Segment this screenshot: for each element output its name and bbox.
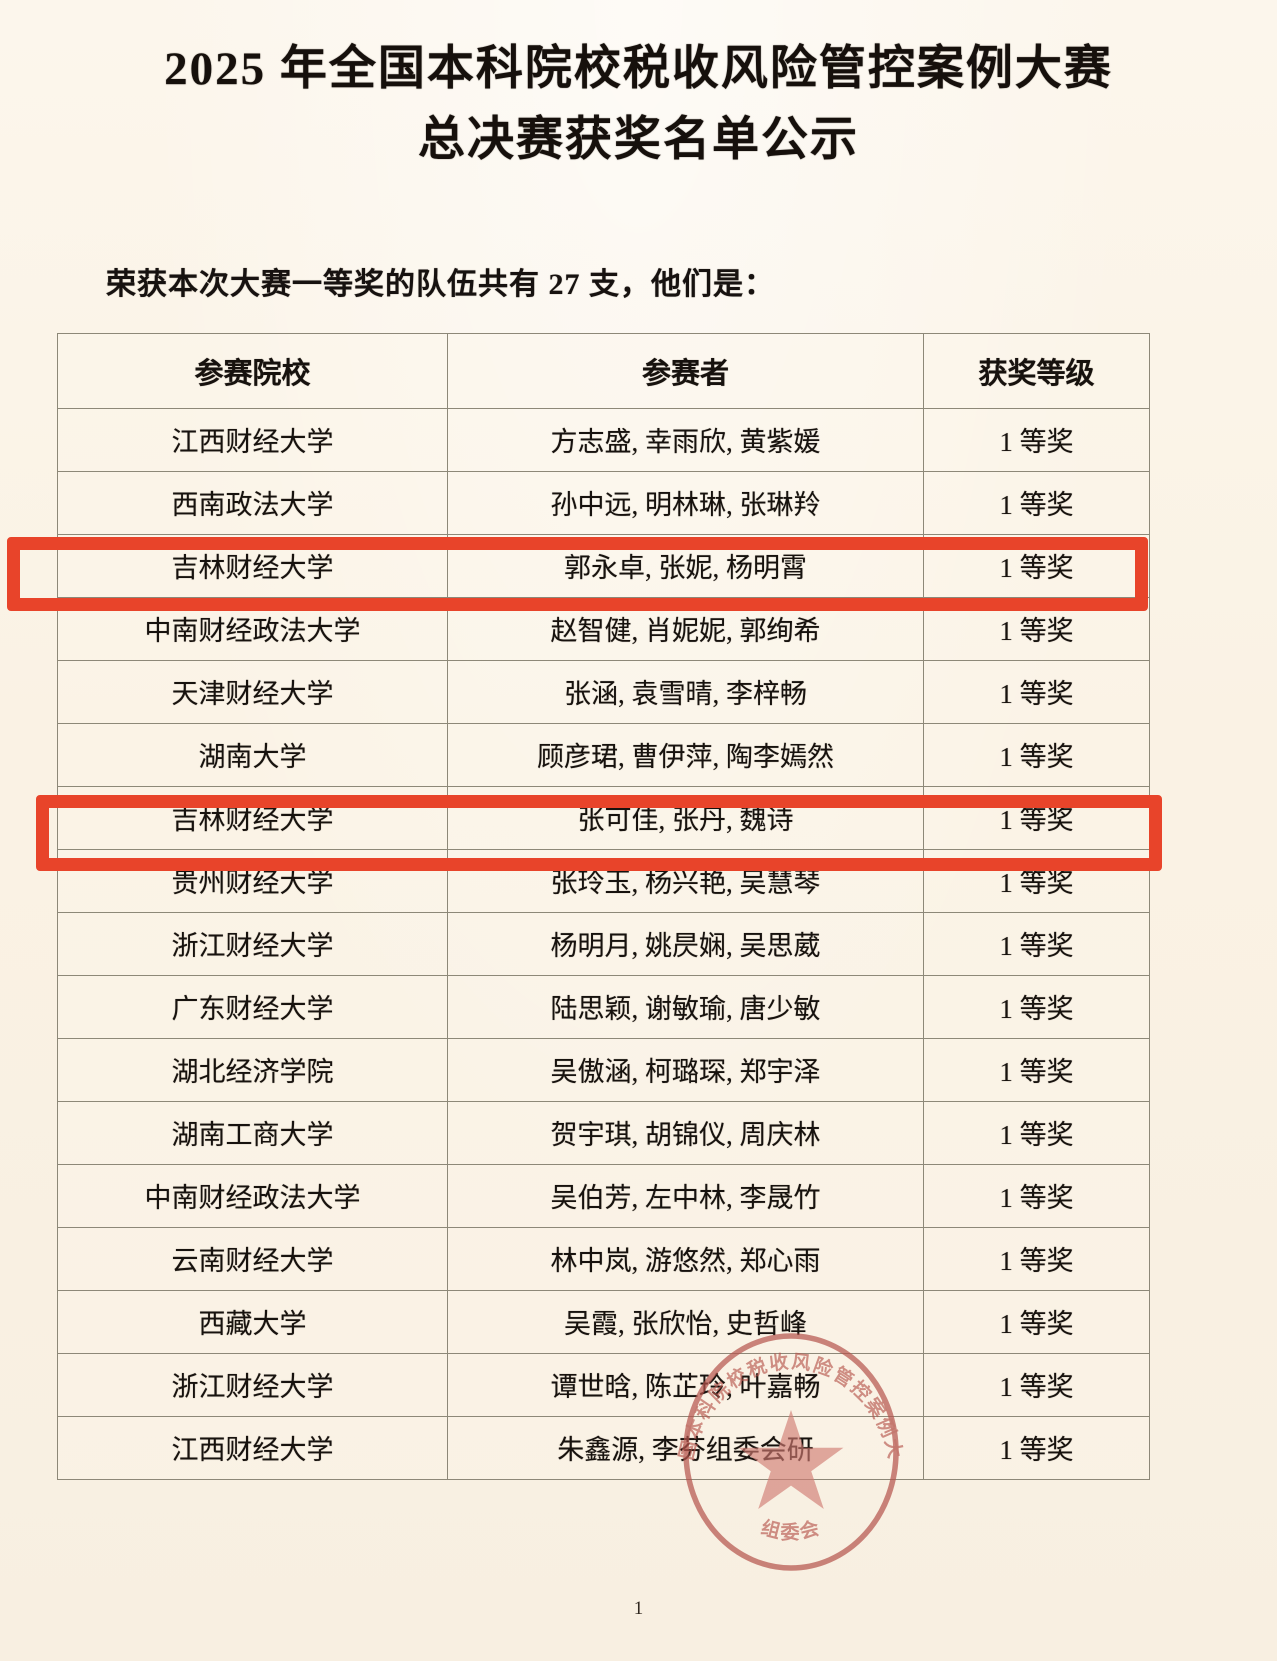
cell-school: 西藏大学 bbox=[57, 1289, 448, 1354]
table-row: 江西财经大学 方志盛, 幸雨欣, 黄紫媛 1 等奖 bbox=[57, 407, 1150, 472]
cell-school: 湖南大学 bbox=[57, 722, 448, 787]
title-line-1: 2025 年全国本科院校税收风险管控案例大赛 bbox=[164, 43, 1113, 95]
table-row: 中南财经政法大学 吴伯芳, 左中林, 李晟竹 1 等奖 bbox=[57, 1163, 1150, 1228]
cell-members: 孙中远, 明林琳, 张琳羚 bbox=[447, 470, 924, 535]
cell-grade: 1 等奖 bbox=[923, 596, 1150, 661]
cell-school: 湖北经济学院 bbox=[57, 1037, 448, 1102]
table-row: 浙江财经大学 谭世晗, 陈芷玲, 叶嘉畅 1 等奖 bbox=[57, 1352, 1150, 1417]
cell-grade: 1 等奖 bbox=[923, 785, 1150, 850]
table-row: 浙江财经大学 杨明月, 姚昃娴, 吴思葳 1 等奖 bbox=[57, 911, 1150, 976]
column-header-members: 参赛者 bbox=[447, 332, 924, 409]
cell-grade: 1 等奖 bbox=[923, 407, 1150, 472]
award-table: 参赛院校 参赛者 获奖等级 江西财经大学 方志盛, 幸雨欣, 黄紫媛 1 等奖 西南政… bbox=[57, 332, 1150, 1480]
table-row: 西南政法大学 孙中远, 明林琳, 张琳羚 1 等奖 bbox=[57, 470, 1150, 535]
cell-school: 湖南工商大学 bbox=[57, 1100, 448, 1165]
cell-school: 江西财经大学 bbox=[57, 1415, 448, 1480]
cell-members: 贺宇琪, 胡锦仪, 周庆林 bbox=[447, 1100, 924, 1165]
table-row: 中南财经政法大学 赵智健, 肖妮妮, 郭绚希 1 等奖 bbox=[57, 596, 1150, 661]
table-row: 湖北经济学院 吴傲涵, 柯璐琛, 郑宇泽 1 等奖 bbox=[57, 1037, 1150, 1102]
cell-grade: 1 等奖 bbox=[923, 974, 1150, 1039]
document-title: 2025 年全国本科院校税收风险管控案例大赛 总决赛获奖名单公示 bbox=[0, 0, 1277, 177]
table-row: 天津财经大学 张涵, 袁雪晴, 李梓畅 1 等奖 bbox=[57, 659, 1150, 724]
cell-members: 朱鑫源, 李芬组委会研 bbox=[447, 1415, 924, 1480]
cell-members: 张玲玉, 杨兴艳, 吴慧琴 bbox=[447, 848, 924, 913]
table-row: 江西财经大学 朱鑫源, 李芬组委会研 1 等奖 bbox=[57, 1415, 1150, 1480]
cell-school: 中南财经政法大学 bbox=[57, 1163, 448, 1228]
table-row: 贵州财经大学 张玲玉, 杨兴艳, 吴慧琴 1 等奖 bbox=[57, 848, 1150, 913]
table-row: 湖南大学 顾彦珺, 曹伊萍, 陶李嫣然 1 等奖 bbox=[57, 722, 1150, 787]
cell-members: 陆思颖, 谢敏瑜, 唐少敏 bbox=[447, 974, 924, 1039]
cell-school: 江西财经大学 bbox=[57, 407, 448, 472]
cell-members: 吴伯芳, 左中林, 李晟竹 bbox=[447, 1163, 924, 1228]
cell-grade: 1 等奖 bbox=[923, 1289, 1150, 1354]
table-row: 湖南工商大学 贺宇琪, 胡锦仪, 周庆林 1 等奖 bbox=[57, 1100, 1150, 1165]
cell-grade: 1 等奖 bbox=[923, 1352, 1150, 1417]
cell-school: 贵州财经大学 bbox=[57, 848, 448, 913]
cell-members: 张可佳, 张丹, 魏诗 bbox=[447, 785, 924, 850]
table-row: 吉林财经大学 张可佳, 张丹, 魏诗 1 等奖 bbox=[57, 785, 1150, 850]
cell-grade: 1 等奖 bbox=[923, 722, 1150, 787]
table-row: 广东财经大学 陆思颖, 谢敏瑜, 唐少敏 1 等奖 bbox=[57, 974, 1150, 1039]
column-header-school: 参赛院校 bbox=[57, 332, 448, 409]
cell-grade: 1 等奖 bbox=[923, 1037, 1150, 1102]
cell-members: 吴傲涵, 柯璐琛, 郑宇泽 bbox=[447, 1037, 924, 1102]
page-number: 1 bbox=[633, 1598, 644, 1619]
cell-members: 顾彦珺, 曹伊萍, 陶李嫣然 bbox=[447, 722, 924, 787]
cell-members: 杨明月, 姚昃娴, 吴思葳 bbox=[447, 911, 924, 976]
table-row: 云南财经大学 林中岚, 游悠然, 郑心雨 1 等奖 bbox=[57, 1226, 1150, 1291]
cell-grade: 1 等奖 bbox=[923, 1226, 1150, 1291]
cell-grade: 1 等奖 bbox=[923, 470, 1150, 535]
cell-members: 张涵, 袁雪晴, 李梓畅 bbox=[447, 659, 924, 724]
table-body: 江西财经大学 方志盛, 幸雨欣, 黄紫媛 1 等奖 西南政法大学 孙中远, 明林琳, 张… bbox=[57, 407, 1150, 1480]
cell-school: 浙江财经大学 bbox=[57, 911, 448, 976]
cell-grade: 1 等奖 bbox=[923, 911, 1150, 976]
cell-members: 郭永卓, 张妮, 杨明霄 bbox=[447, 533, 924, 598]
cell-grade: 1 等奖 bbox=[923, 848, 1150, 913]
cell-school: 吉林财经大学 bbox=[57, 785, 448, 850]
table-row: 吉林财经大学 郭永卓, 张妮, 杨明霄 1 等奖 bbox=[57, 533, 1150, 598]
cell-grade: 1 等奖 bbox=[923, 533, 1150, 598]
column-header-grade: 获奖等级 bbox=[923, 332, 1150, 409]
cell-grade: 1 等奖 bbox=[923, 659, 1150, 724]
title-line-2: 总决赛获奖名单公示 bbox=[418, 114, 859, 167]
table-row: 西藏大学 吴霞, 张欣怡, 史哲峰 1 等奖 bbox=[57, 1289, 1150, 1354]
cell-school: 浙江财经大学 bbox=[57, 1352, 448, 1417]
cell-grade: 1 等奖 bbox=[923, 1415, 1150, 1480]
cell-school: 吉林财经大学 bbox=[57, 533, 448, 598]
cell-members: 吴霞, 张欣怡, 史哲峰 bbox=[447, 1289, 924, 1354]
cell-members: 林中岚, 游悠然, 郑心雨 bbox=[447, 1226, 924, 1291]
cell-school: 中南财经政法大学 bbox=[57, 596, 448, 661]
award-table-container: 参赛院校 参赛者 获奖等级 江西财经大学 方志盛, 幸雨欣, 黄紫媛 1 等奖 西南政… bbox=[0, 332, 1277, 1480]
cell-school: 西南政法大学 bbox=[57, 470, 448, 535]
cell-school: 天津财经大学 bbox=[57, 659, 448, 724]
cell-members: 谭世晗, 陈芷玲, 叶嘉畅 bbox=[447, 1352, 924, 1417]
table-header-row: 参赛院校 参赛者 获奖等级 bbox=[57, 332, 1150, 409]
cell-school: 云南财经大学 bbox=[57, 1226, 448, 1291]
cell-grade: 1 等奖 bbox=[923, 1163, 1150, 1228]
cell-members: 方志盛, 幸雨欣, 黄紫媛 bbox=[447, 407, 924, 472]
intro-text: 荣获本次大赛一等奖的队伍共有 27 支，他们是： bbox=[106, 267, 775, 301]
cell-school: 广东财经大学 bbox=[57, 974, 448, 1039]
cell-grade: 1 等奖 bbox=[923, 1100, 1150, 1165]
cell-members: 赵智健, 肖妮妮, 郭绚希 bbox=[447, 596, 924, 661]
svg-text:组委会: 组委会 bbox=[759, 1516, 823, 1544]
